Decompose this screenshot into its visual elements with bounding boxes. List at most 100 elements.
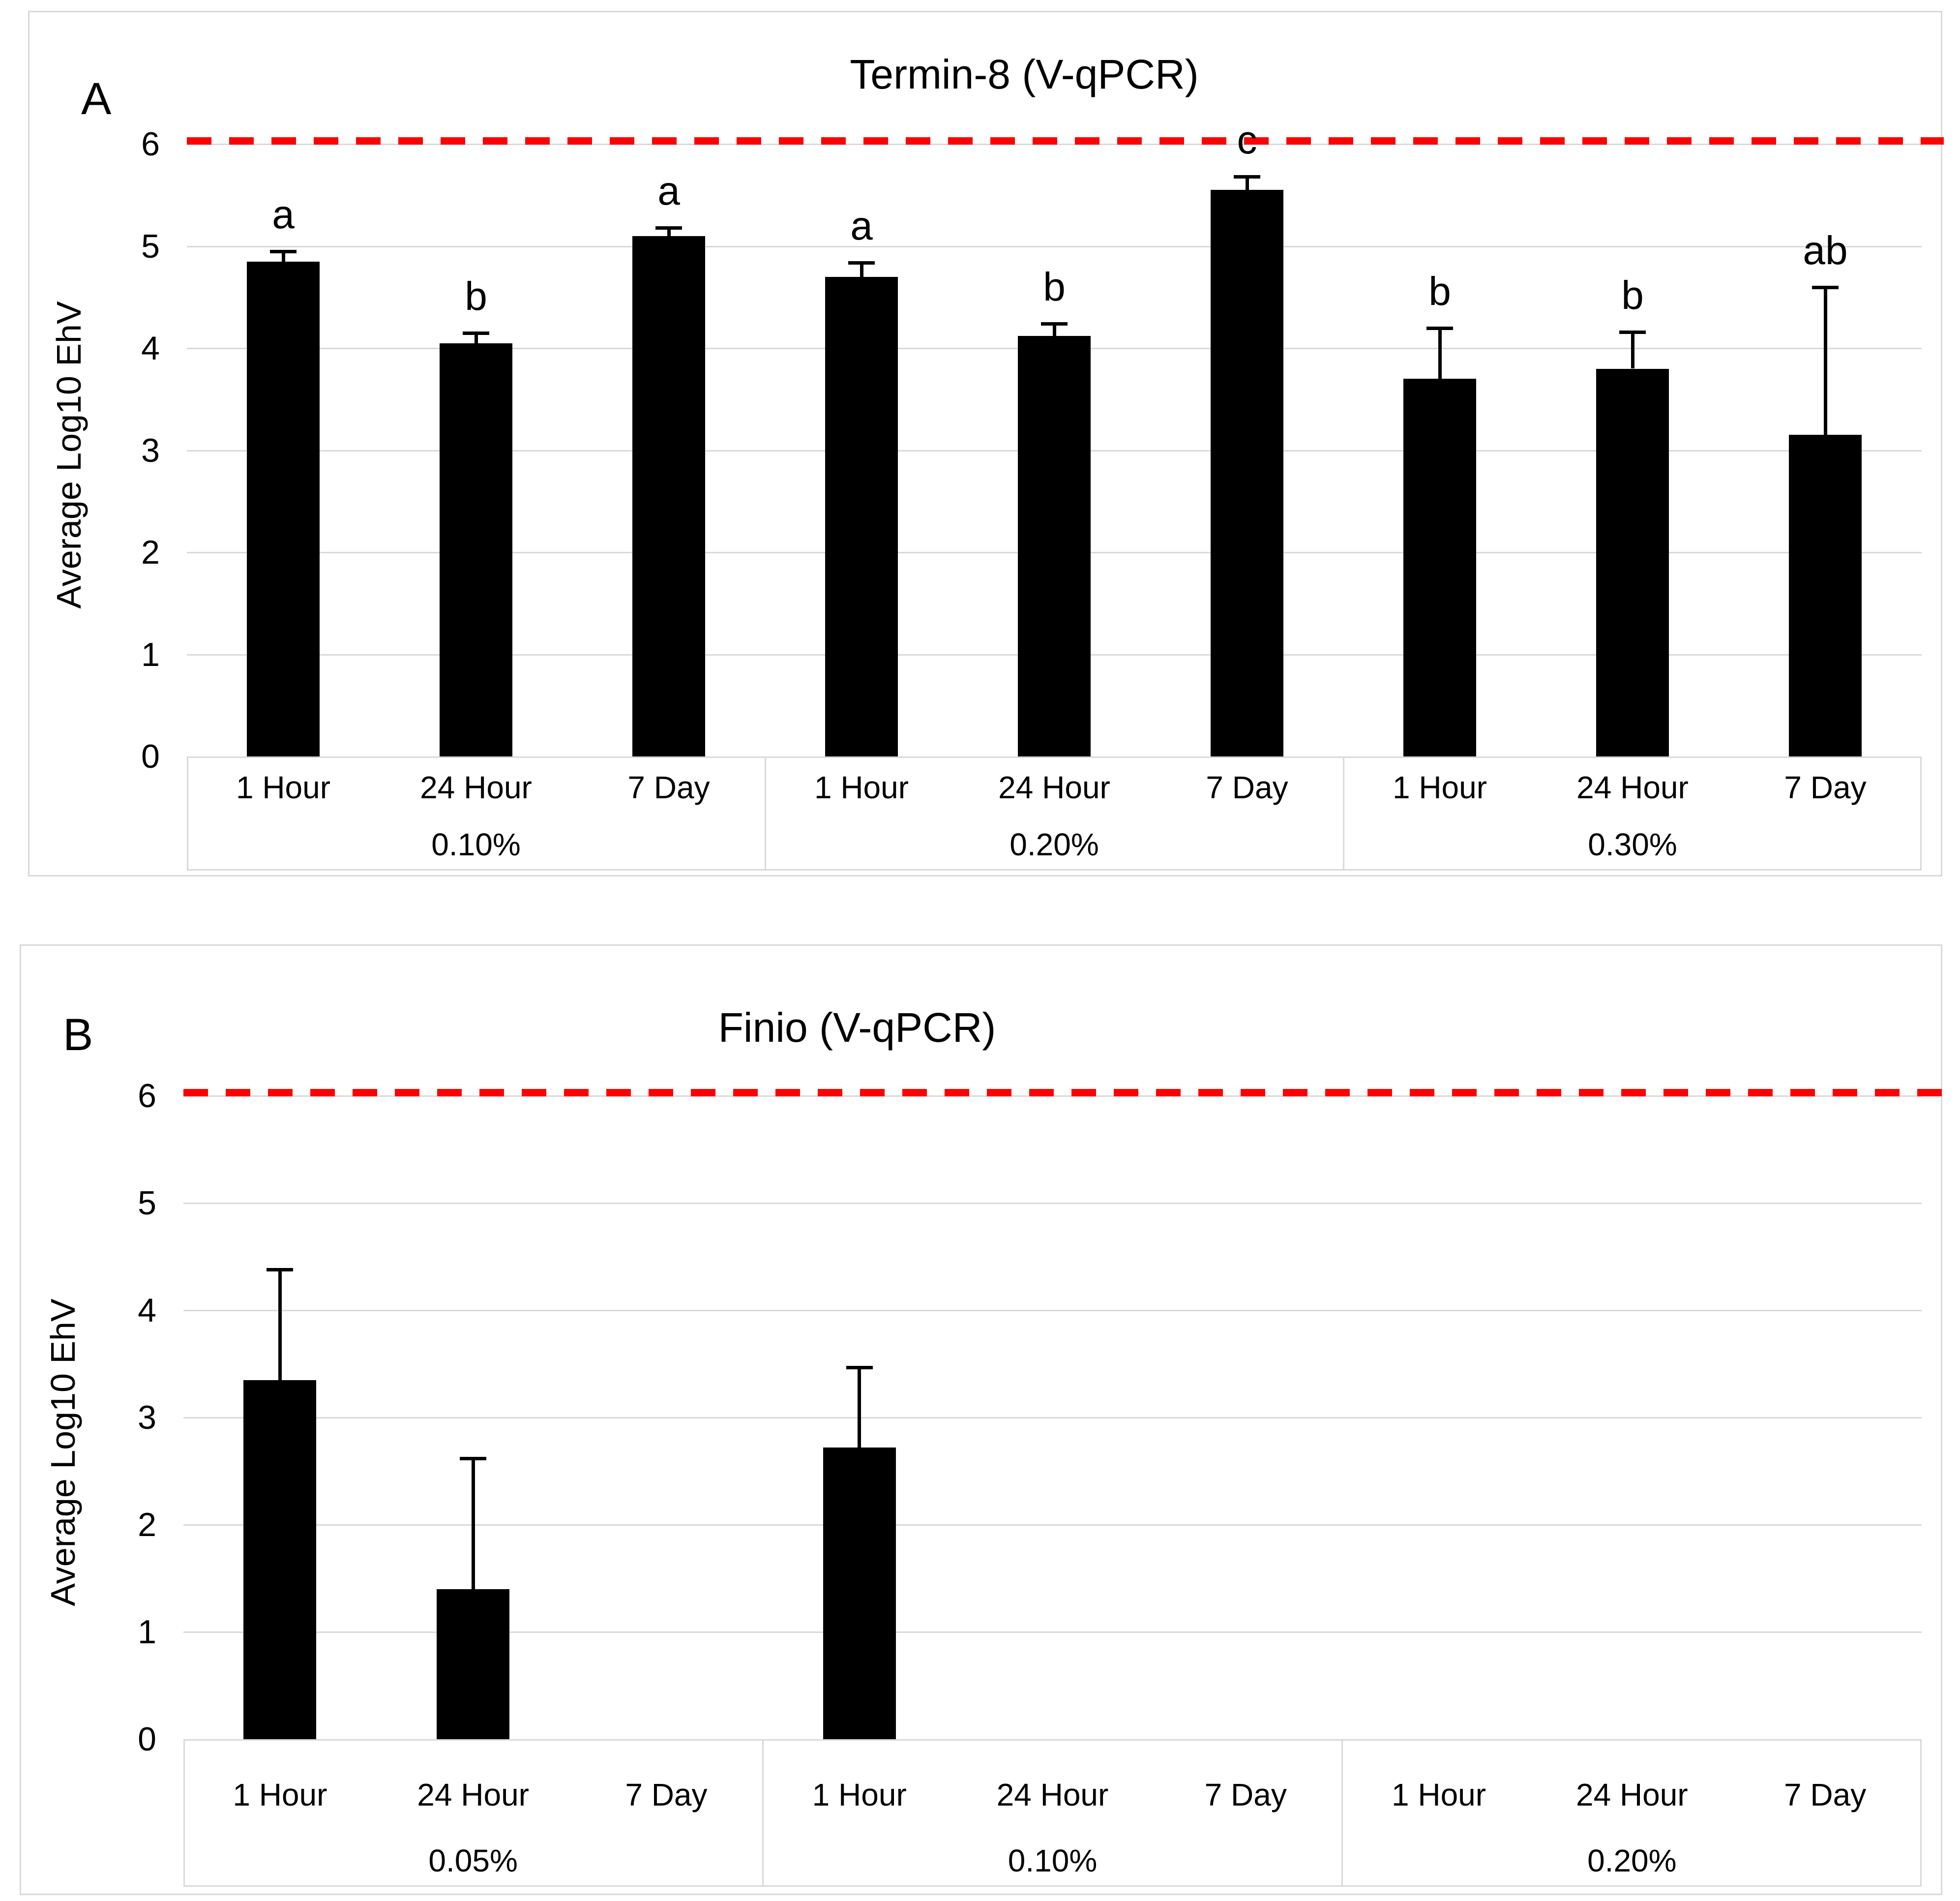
- error-bar-line: [1052, 324, 1056, 336]
- error-bar-cap: [1041, 322, 1068, 326]
- group-label: 0.30%: [1588, 827, 1677, 862]
- category-axis-table: [187, 756, 1922, 871]
- category-label: 7 Day: [1206, 770, 1288, 805]
- significance-letter: a: [272, 192, 295, 237]
- error-bar-line: [1438, 328, 1442, 379]
- category-label: 24 Hour: [420, 770, 532, 805]
- gridline-y3: [183, 1417, 1922, 1418]
- category-label: 1 Hour: [814, 770, 909, 805]
- reference-line-dashed: [183, 1089, 1942, 1096]
- y-tick-label-3: 3: [138, 1399, 156, 1436]
- error-bar-cap: [1426, 326, 1453, 330]
- category-label: 7 Day: [625, 1777, 708, 1812]
- significance-letter: b: [465, 273, 487, 319]
- group-divider: [762, 1739, 764, 1887]
- category-label: 7 Day: [1784, 770, 1867, 805]
- error-bar-line: [1631, 332, 1634, 369]
- panel-letter-a: A: [81, 74, 112, 124]
- significance-letter: b: [1428, 269, 1451, 314]
- bar-0.20%-7 Day: [1211, 190, 1283, 756]
- group-label: 0.05%: [428, 1843, 518, 1878]
- category-label: 24 Hour: [996, 1777, 1109, 1812]
- bar-0.05%-24 Hour: [437, 1589, 510, 1739]
- significance-letter: a: [850, 203, 873, 248]
- error-bar-line: [1245, 177, 1249, 190]
- panel-letter-b: B: [63, 1010, 93, 1060]
- y-axis-title-b: Average Log10 EhV: [44, 1298, 82, 1606]
- bar-0.05%-1 Hour: [243, 1380, 317, 1739]
- gridline-y4: [183, 1310, 1922, 1311]
- y-tick-label-1: 1: [138, 1613, 156, 1651]
- category-axis-table: [183, 1739, 1922, 1887]
- group-divider: [1342, 756, 1344, 871]
- error-bar-line: [860, 262, 863, 277]
- group-label: 0.20%: [1587, 1843, 1677, 1878]
- significance-letter: b: [1043, 265, 1066, 310]
- y-tick-label-1: 1: [141, 635, 160, 673]
- significance-letter: a: [657, 169, 680, 214]
- category-label: 1 Hour: [236, 770, 331, 805]
- error-bar-cap: [1812, 285, 1839, 289]
- bar-0.10%-1 Hour: [247, 261, 320, 756]
- error-bar-line: [281, 251, 285, 262]
- error-bar-cap: [846, 1365, 873, 1369]
- category-label: 24 Hour: [998, 770, 1110, 805]
- bar-0.10%-7 Day: [632, 236, 705, 756]
- bar-0.10%-24 Hour: [440, 343, 512, 756]
- chart-title-finio: Finio (V-qPCR): [718, 1004, 996, 1051]
- group-divider: [764, 756, 766, 871]
- gridline-y2: [183, 1524, 1922, 1526]
- reference-line-dashed: [187, 137, 1944, 145]
- y-tick-label-2: 2: [138, 1506, 156, 1543]
- error-bar-cap: [1234, 175, 1260, 179]
- error-bar-cap: [270, 249, 297, 253]
- y-tick-label-3: 3: [141, 431, 160, 469]
- bar-0.10%-1 Hour: [823, 1448, 896, 1739]
- error-bar-cap: [848, 261, 875, 265]
- error-bar-cap: [267, 1268, 294, 1272]
- significance-letter: ab: [1803, 228, 1848, 273]
- category-label: 7 Day: [1784, 1777, 1867, 1812]
- group-label: 0.10%: [1008, 1843, 1098, 1878]
- gridline-y5: [187, 245, 1922, 247]
- error-bar-cap: [463, 331, 489, 335]
- error-bar-line: [667, 228, 671, 236]
- category-label: 1 Hour: [812, 1777, 907, 1812]
- error-bar-cap: [655, 226, 682, 230]
- category-label: 24 Hour: [417, 1777, 529, 1812]
- category-label: 24 Hour: [1576, 770, 1689, 805]
- y-tick-label-0: 0: [141, 738, 160, 775]
- y-tick-label-6: 6: [138, 1077, 156, 1115]
- significance-letter: b: [1621, 272, 1644, 318]
- group-divider: [1341, 1739, 1343, 1887]
- error-bar-cap: [1619, 330, 1646, 334]
- gridline-y1: [183, 1631, 1922, 1633]
- chart-title-termin8: Termin-8 (V-qPCR): [850, 51, 1199, 97]
- y-tick-label-5: 5: [141, 227, 160, 265]
- category-label: 7 Day: [627, 770, 710, 805]
- group-label: 0.20%: [1010, 827, 1099, 862]
- y-tick-label-6: 6: [141, 125, 160, 163]
- bar-0.30%-7 Day: [1789, 435, 1862, 756]
- y-tick-label-5: 5: [138, 1184, 156, 1222]
- y-tick-label-4: 4: [141, 330, 160, 367]
- gridline-y5: [183, 1203, 1922, 1204]
- error-bar-line: [1823, 287, 1827, 435]
- y-tick-label-4: 4: [138, 1292, 156, 1329]
- bar-0.30%-24 Hour: [1596, 368, 1669, 756]
- category-label: 7 Day: [1204, 1777, 1287, 1812]
- bar-0.20%-1 Hour: [825, 276, 898, 756]
- error-bar-cap: [460, 1456, 487, 1460]
- category-label: 1 Hour: [1391, 1777, 1486, 1812]
- error-bar-line: [858, 1367, 861, 1448]
- category-label: 1 Hour: [1392, 770, 1487, 805]
- y-tick-label-2: 2: [141, 534, 160, 571]
- group-label: 0.10%: [431, 827, 521, 862]
- error-bar-line: [471, 1458, 475, 1589]
- error-bar-line: [278, 1269, 282, 1380]
- significance-letter: c: [1237, 118, 1257, 163]
- bar-0.20%-24 Hour: [1018, 336, 1091, 756]
- category-label: 1 Hour: [233, 1777, 327, 1812]
